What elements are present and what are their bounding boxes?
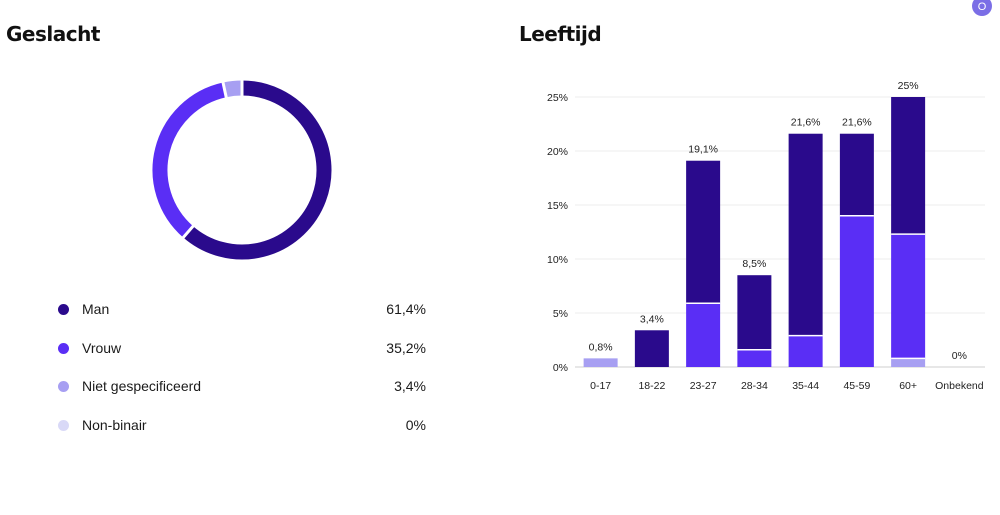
age-title: Leeftijd [519,22,602,46]
y-tick-label: 10% [547,254,568,266]
legend-dot-non-binair [58,420,69,431]
bar-segment-45-59-s2 [839,133,874,216]
donut-separator [181,224,195,240]
bar-total-label-45-59: 21,6% [842,117,872,129]
x-tick-label-35-44: 35-44 [792,380,819,392]
donut-slice-vrouw [152,82,227,238]
legend-dot-niet-gespecificeerd [58,381,69,392]
bar-segment-28-34-s2 [737,275,772,350]
donut-separator [221,81,228,99]
bar-segment-28-34-s1 [737,349,772,367]
bar-segment-23-27-s1 [686,303,721,367]
bar-total-label-28-34: 8,5% [742,258,766,270]
gender-title: Geslacht [6,22,100,46]
x-tick-label-28-34: 28-34 [741,380,768,392]
legend-item-non-binair: Non-binair 0% [58,415,428,437]
legend-value-man: 61,4% [386,301,426,317]
legend-dot-vrouw [58,343,69,354]
y-tick-label: 20% [547,146,568,158]
gender-donut-chart [152,79,332,260]
bar-segment-0-17-s0 [583,358,618,367]
age-bar-chart: 0% 5% 10% 15% 20% 25% 0,8% 0-17 3,4% 18-22 19,1% 23… [547,80,985,392]
bar-segment-35-44-s1 [788,335,823,367]
legend-label-vrouw: Vrouw [82,340,122,356]
legend-dot-man [58,304,69,315]
y-tick-label: 0% [553,362,568,374]
bar-segment-45-59-s1 [839,215,874,367]
donut-slice-niet-gespecificeerd [223,80,243,98]
profile-badge[interactable]: O [972,0,992,16]
bar-total-label-23-27: 19,1% [688,144,718,156]
legend-label-man: Man [82,301,110,317]
bar-total-label-35-44: 21,6% [791,117,821,129]
x-tick-label-45-59: 45-59 [843,380,870,392]
bar-segment-23-27-s2 [686,160,721,304]
donut-slice-man [183,80,332,260]
legend-value-niet-gespecificeerd: 3,4% [394,378,426,394]
legend-item-vrouw: Vrouw 35,2% [58,338,428,360]
x-tick-label-0-17: 0-17 [590,380,611,392]
x-tick-label-onbekend: Onbekend [935,380,984,392]
x-tick-label-23-27: 23-27 [690,380,717,392]
bar-segment-35-44-s2 [788,133,823,336]
legend-item-niet-gespecificeerd: Niet gespecificeerd 3,4% [58,376,428,398]
bar-segment-60+-s2 [891,97,926,235]
x-tick-label-60+: 60+ [899,380,917,392]
bar-total-label-18-22: 3,4% [640,313,664,325]
bar-segment-60+-s0 [891,358,926,367]
legend-label-non-binair: Non-binair [82,417,147,433]
y-tick-label: 5% [553,308,568,320]
bar-segment-60+-s1 [891,234,926,359]
legend-value-non-binair: 0% [405,417,426,433]
bar-segment-18-22-s2 [634,330,669,367]
y-tick-label: 15% [547,200,568,212]
bar-total-label-0-17: 0,8% [589,341,613,353]
x-tick-label-18-22: 18-22 [638,380,665,392]
legend-value-vrouw: 35,2% [386,340,426,356]
bar-total-label-onbekend: 0% [952,350,967,362]
bar-total-label-60+: 25% [898,80,919,92]
legend-label-niet-gespecificeerd: Niet gespecificeerd [82,378,202,394]
legend-item-man: Man 61,4% [58,299,428,321]
y-tick-label: 25% [547,92,568,104]
